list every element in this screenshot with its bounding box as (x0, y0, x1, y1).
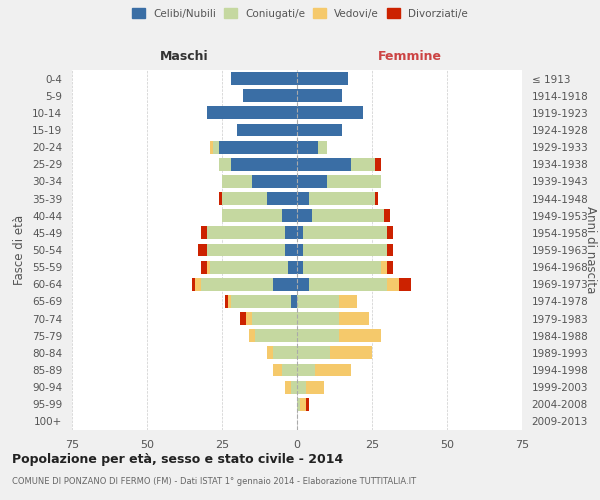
Bar (339, 312, 369, 325)
Bar (249, 330, 255, 342)
Bar (291, 295, 297, 308)
Bar (318, 140, 327, 153)
Bar (228, 295, 231, 308)
Bar (207, 260, 210, 274)
Bar (192, 278, 195, 290)
Bar (207, 244, 285, 256)
Bar (291, 380, 297, 394)
Bar (297, 346, 330, 360)
Bar (210, 260, 288, 274)
Y-axis label: Fasce di età: Fasce di età (13, 215, 26, 285)
Text: COMUNE DI PONZANO DI FERMO (FM) - Dati ISTAT 1° gennaio 2014 - Elaborazione TUTT: COMUNE DI PONZANO DI FERMO (FM) - Dati I… (12, 478, 416, 486)
Bar (399, 278, 411, 290)
Bar (210, 140, 213, 153)
Bar (231, 72, 297, 85)
Bar (282, 210, 297, 222)
Bar (312, 210, 384, 222)
Bar (246, 312, 252, 325)
Text: Popolazione per età, sesso e stato civile - 2014: Popolazione per età, sesso e stato civil… (12, 452, 343, 466)
Bar (285, 244, 297, 256)
Bar (231, 158, 297, 170)
Bar (327, 175, 381, 188)
Bar (387, 244, 393, 256)
Bar (195, 278, 201, 290)
Bar (297, 106, 363, 120)
Bar (297, 380, 306, 394)
Bar (273, 278, 297, 290)
Bar (297, 364, 315, 376)
Bar (297, 226, 303, 239)
Bar (273, 346, 297, 360)
Bar (309, 192, 375, 205)
Bar (387, 260, 393, 274)
Bar (297, 90, 342, 102)
Bar (213, 140, 219, 153)
Bar (303, 244, 387, 256)
Bar (375, 192, 378, 205)
Bar (339, 330, 381, 342)
Bar (387, 226, 393, 239)
Bar (201, 226, 207, 239)
Bar (297, 278, 309, 290)
Bar (222, 175, 252, 188)
Bar (351, 158, 375, 170)
Bar (243, 90, 297, 102)
Bar (240, 312, 246, 325)
Bar (255, 330, 297, 342)
Bar (297, 175, 327, 188)
Bar (306, 380, 324, 394)
Y-axis label: Anni di nascita: Anni di nascita (584, 206, 597, 294)
Bar (267, 346, 273, 360)
Bar (231, 295, 291, 308)
Bar (201, 278, 273, 290)
Bar (387, 278, 399, 290)
Bar (297, 158, 351, 170)
Bar (285, 226, 297, 239)
Bar (201, 260, 207, 274)
Bar (297, 124, 342, 136)
Bar (288, 260, 297, 274)
Bar (237, 124, 297, 136)
Bar (297, 295, 339, 308)
Bar (384, 210, 390, 222)
Bar (309, 278, 387, 290)
Bar (381, 260, 387, 274)
Bar (303, 226, 387, 239)
Bar (219, 140, 297, 153)
Bar (297, 140, 318, 153)
Bar (315, 364, 351, 376)
Bar (207, 106, 297, 120)
Bar (297, 192, 309, 205)
Bar (300, 398, 306, 410)
Bar (285, 380, 291, 394)
Bar (303, 260, 381, 274)
Bar (297, 260, 303, 274)
Legend: Celibi/Nubili, Coniugati/e, Vedovi/e, Divorziati/e: Celibi/Nubili, Coniugati/e, Vedovi/e, Di… (129, 5, 471, 21)
Bar (252, 312, 297, 325)
Bar (219, 158, 231, 170)
Text: Maschi: Maschi (160, 50, 209, 63)
Bar (297, 72, 348, 85)
Bar (297, 244, 303, 256)
Bar (297, 330, 339, 342)
Bar (207, 226, 285, 239)
Bar (297, 312, 339, 325)
Bar (267, 192, 297, 205)
Bar (339, 295, 357, 308)
Bar (297, 210, 312, 222)
Bar (273, 364, 282, 376)
Bar (297, 398, 300, 410)
Bar (222, 210, 282, 222)
Bar (252, 175, 297, 188)
Bar (219, 192, 222, 205)
Bar (282, 364, 297, 376)
Bar (198, 244, 207, 256)
Bar (306, 398, 309, 410)
Bar (222, 192, 267, 205)
Bar (225, 295, 228, 308)
Bar (375, 158, 381, 170)
Bar (330, 346, 372, 360)
Text: Femmine: Femmine (377, 50, 442, 63)
